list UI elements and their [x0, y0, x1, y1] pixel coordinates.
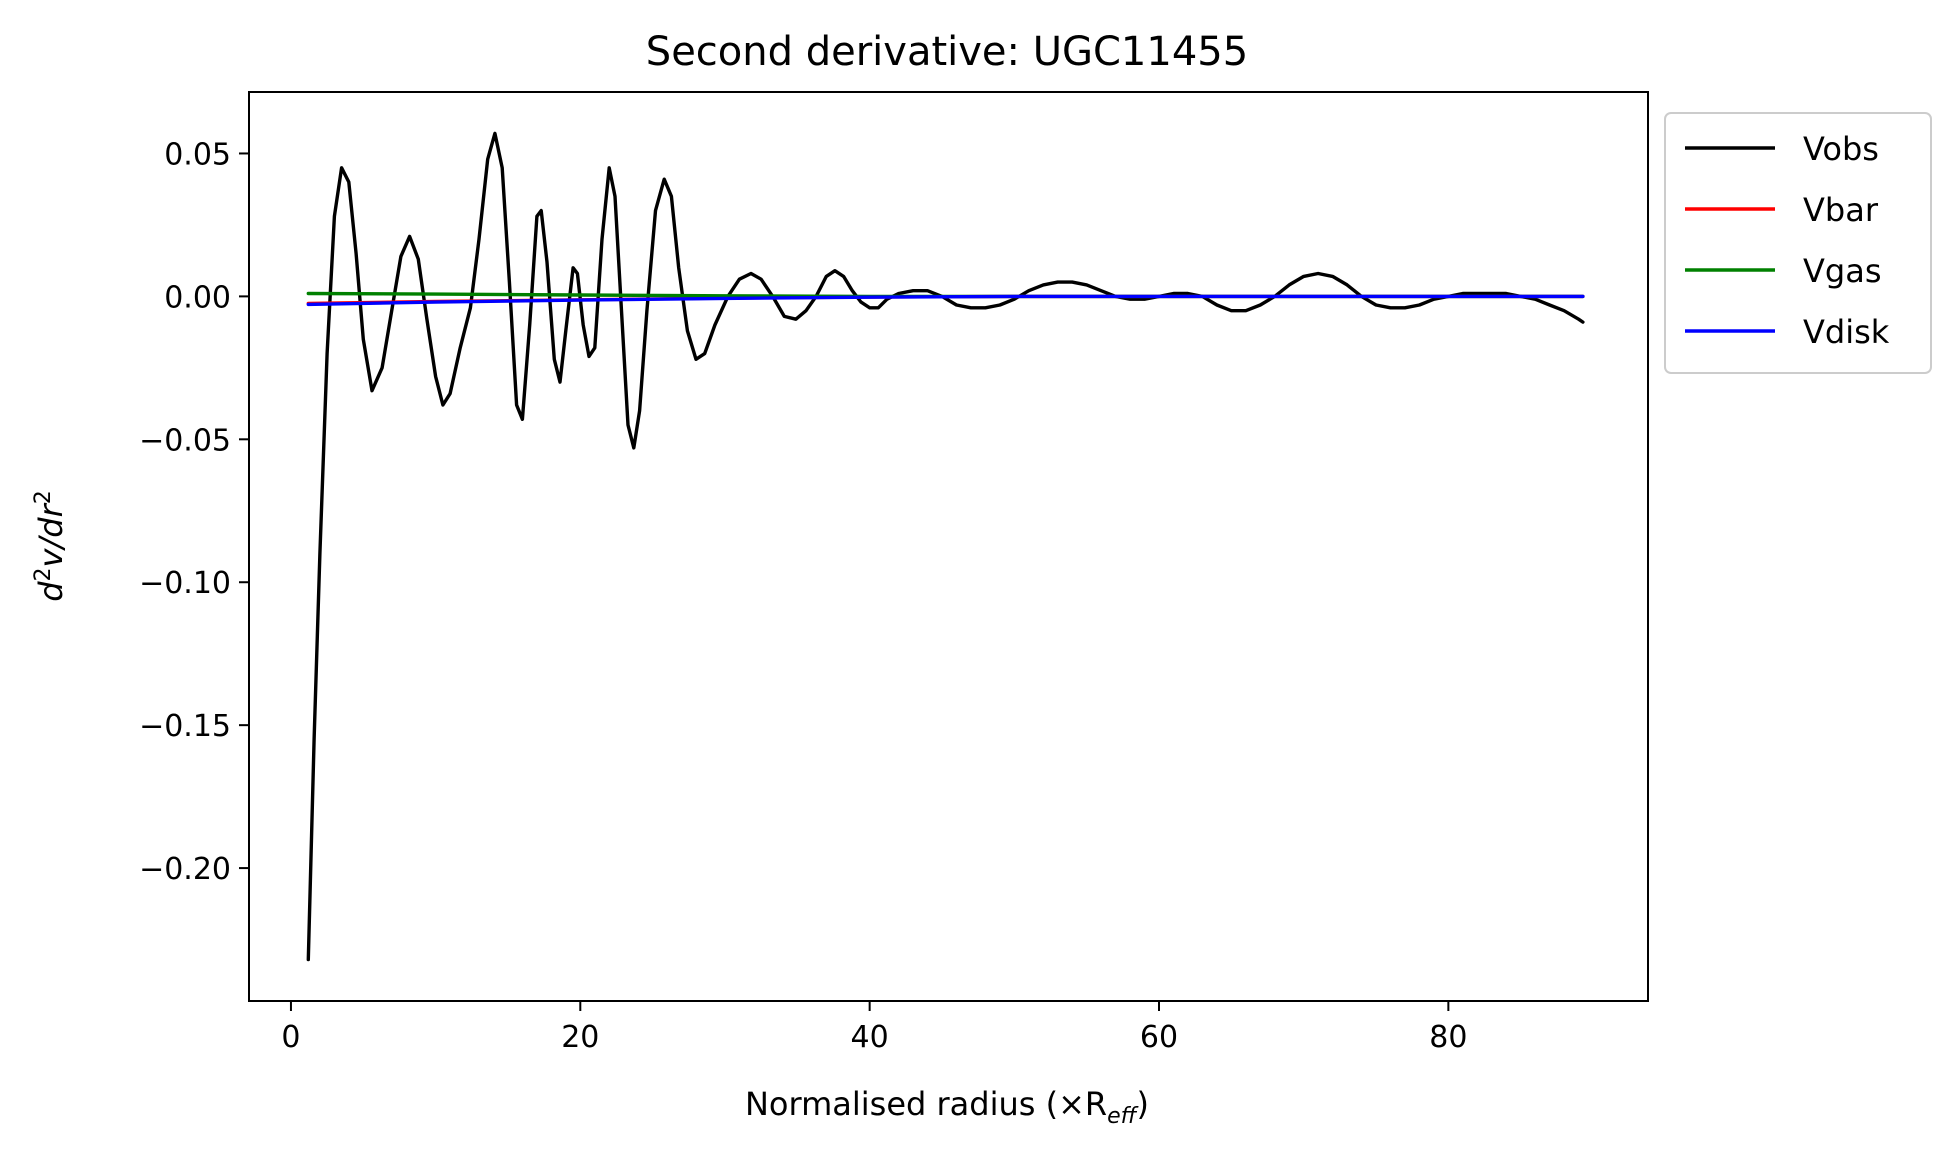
y-tick-label: 0.00: [164, 280, 231, 315]
x-tick-label: 60: [1140, 1020, 1178, 1055]
x-axis-ticks: 0 20 40 60 80: [281, 1001, 1467, 1055]
y-axis-label-sup1: 2: [31, 567, 56, 581]
y-tick-label: −0.20: [139, 852, 231, 887]
plot-frame: [248, 91, 1649, 1002]
x-axis-label-sub: eff: [1107, 1104, 1139, 1129]
legend-box: [1664, 112, 1932, 374]
plot-lines: [306, 131, 1585, 962]
y-axis-label-d: d: [32, 581, 70, 602]
y-axis-label: d2v/dr2: [31, 490, 70, 602]
legend-label-vobs: Vobs: [1803, 130, 1879, 168]
series-line-vdisk: [306, 294, 1585, 307]
legend: Vobs Vbar Vgas Vdisk: [1664, 112, 1932, 374]
legend-items: Vobs Vbar Vgas Vdisk: [1685, 130, 1890, 351]
x-tick-label: 0: [281, 1020, 300, 1055]
legend-label-vbar: Vbar: [1803, 191, 1879, 229]
y-axis-label-mid: v/dr: [32, 502, 70, 567]
chart-title: Second derivative: UGC11455: [646, 29, 1248, 75]
legend-label-vgas: Vgas: [1803, 252, 1881, 290]
y-tick-label: −0.10: [139, 566, 231, 601]
y-axis-ticks: 0.05 0.00 −0.05 −0.10 −0.15 −0.20: [139, 137, 249, 887]
legend-label-vdisk: Vdisk: [1803, 313, 1890, 351]
y-tick-label: −0.05: [139, 423, 231, 458]
series-line-vobs: [306, 131, 1585, 962]
x-axis-label-main: Normalised radius (×R: [745, 1085, 1107, 1123]
x-axis-label: Normalised radius (×Reff): [745, 1085, 1149, 1129]
x-tick-label: 20: [561, 1020, 599, 1055]
y-tick-label: −0.15: [139, 709, 231, 744]
x-tick-label: 40: [851, 1020, 889, 1055]
y-tick-label: 0.05: [164, 137, 231, 172]
y-axis-label-sup2: 2: [31, 490, 56, 504]
x-tick-label: 80: [1429, 1020, 1467, 1055]
x-axis-label-close: ): [1137, 1085, 1149, 1123]
